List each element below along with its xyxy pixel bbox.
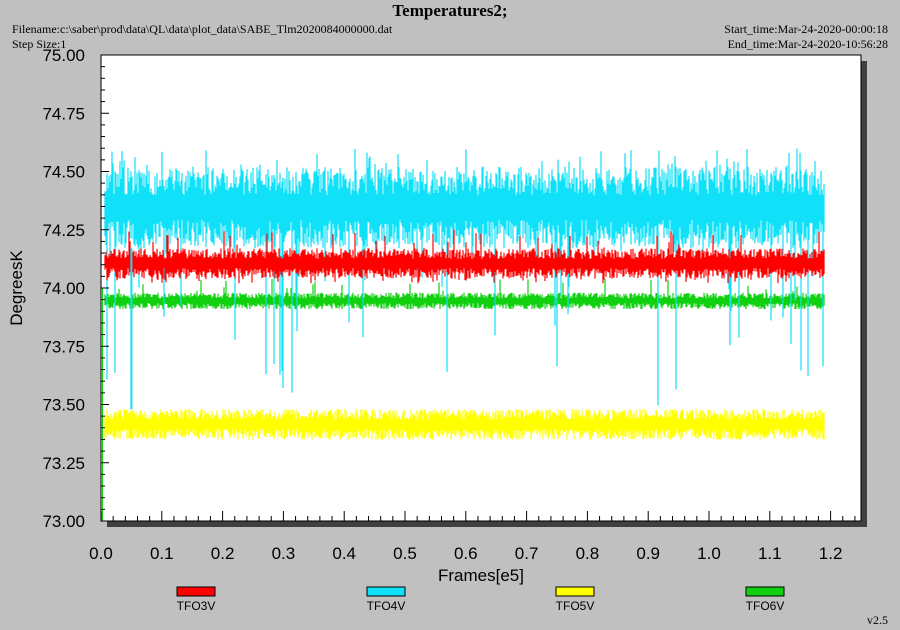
x-tick-label: 0.2	[211, 544, 235, 563]
x-tick-label: 1.2	[819, 544, 843, 563]
filename-label: Filename:c:\saber\prod\data\QL\data\plot…	[12, 22, 393, 36]
y-tick-label: 73.75	[42, 337, 85, 356]
x-tick-label: 0.4	[332, 544, 356, 563]
start-time-label: Start_time:Mar-24-2020-00:00:18	[724, 22, 888, 36]
y-tick-label: 73.00	[42, 512, 85, 531]
x-tick-label: 0.7	[515, 544, 539, 563]
chart-title: Temperatures2;	[392, 1, 508, 20]
x-tick-label: 0.0	[89, 544, 113, 563]
x-tick-label: 0.1	[150, 544, 174, 563]
legend-swatch-tfo6v	[745, 586, 785, 597]
series-tfo4v	[104, 148, 825, 406]
series-line-tfo3v	[104, 229, 825, 284]
y-tick-label: 73.25	[42, 454, 85, 473]
plot-area	[100, 54, 862, 522]
axes: 73.00 73.25 73.50 73.75 74.00 74.25 74.50 74.75…	[42, 46, 856, 563]
step-size-label: Step Size:1	[12, 37, 67, 51]
y-tick-label: 75.00	[42, 46, 85, 65]
y-axis-label: DegreesK	[7, 250, 26, 326]
legend-label-tfo3v: TFO3V	[177, 599, 216, 613]
x-tick-label: 0.9	[636, 544, 660, 563]
y-tick-label: 74.75	[42, 104, 85, 123]
y-tick-label: 74.00	[42, 279, 85, 298]
x-tick-label: 1.1	[758, 544, 782, 563]
series-tfo3v	[104, 229, 825, 284]
x-axis-label: Frames[e5]	[438, 566, 524, 585]
x-tick-label: 0.6	[454, 544, 478, 563]
legend-swatch-tfo3v	[176, 586, 216, 597]
legend-swatch-tfo4v	[366, 586, 406, 597]
x-tick-label: 0.3	[272, 544, 296, 563]
x-tick-label: 0.8	[576, 544, 600, 563]
legend-label-tfo5v: TFO5V	[556, 599, 595, 613]
x-tick-label: 0.5	[393, 544, 417, 563]
y-tick-label: 74.50	[42, 163, 85, 182]
y-tick-label: 73.50	[42, 396, 85, 415]
legend: TFO3V TFO4V TFO5V TFO6V	[176, 586, 785, 613]
version-label: v2.5	[867, 613, 888, 627]
legend-label-tfo4v: TFO4V	[367, 599, 406, 613]
legend-label-tfo6v: TFO6V	[746, 599, 785, 613]
end-time-label: End_time:Mar-24-2020-10:56:28	[727, 37, 888, 51]
x-tick-label: 1.0	[697, 544, 721, 563]
series-line-tfo4v	[104, 148, 825, 406]
y-tick-label: 74.25	[42, 221, 85, 240]
legend-swatch-tfo5v	[555, 586, 595, 597]
